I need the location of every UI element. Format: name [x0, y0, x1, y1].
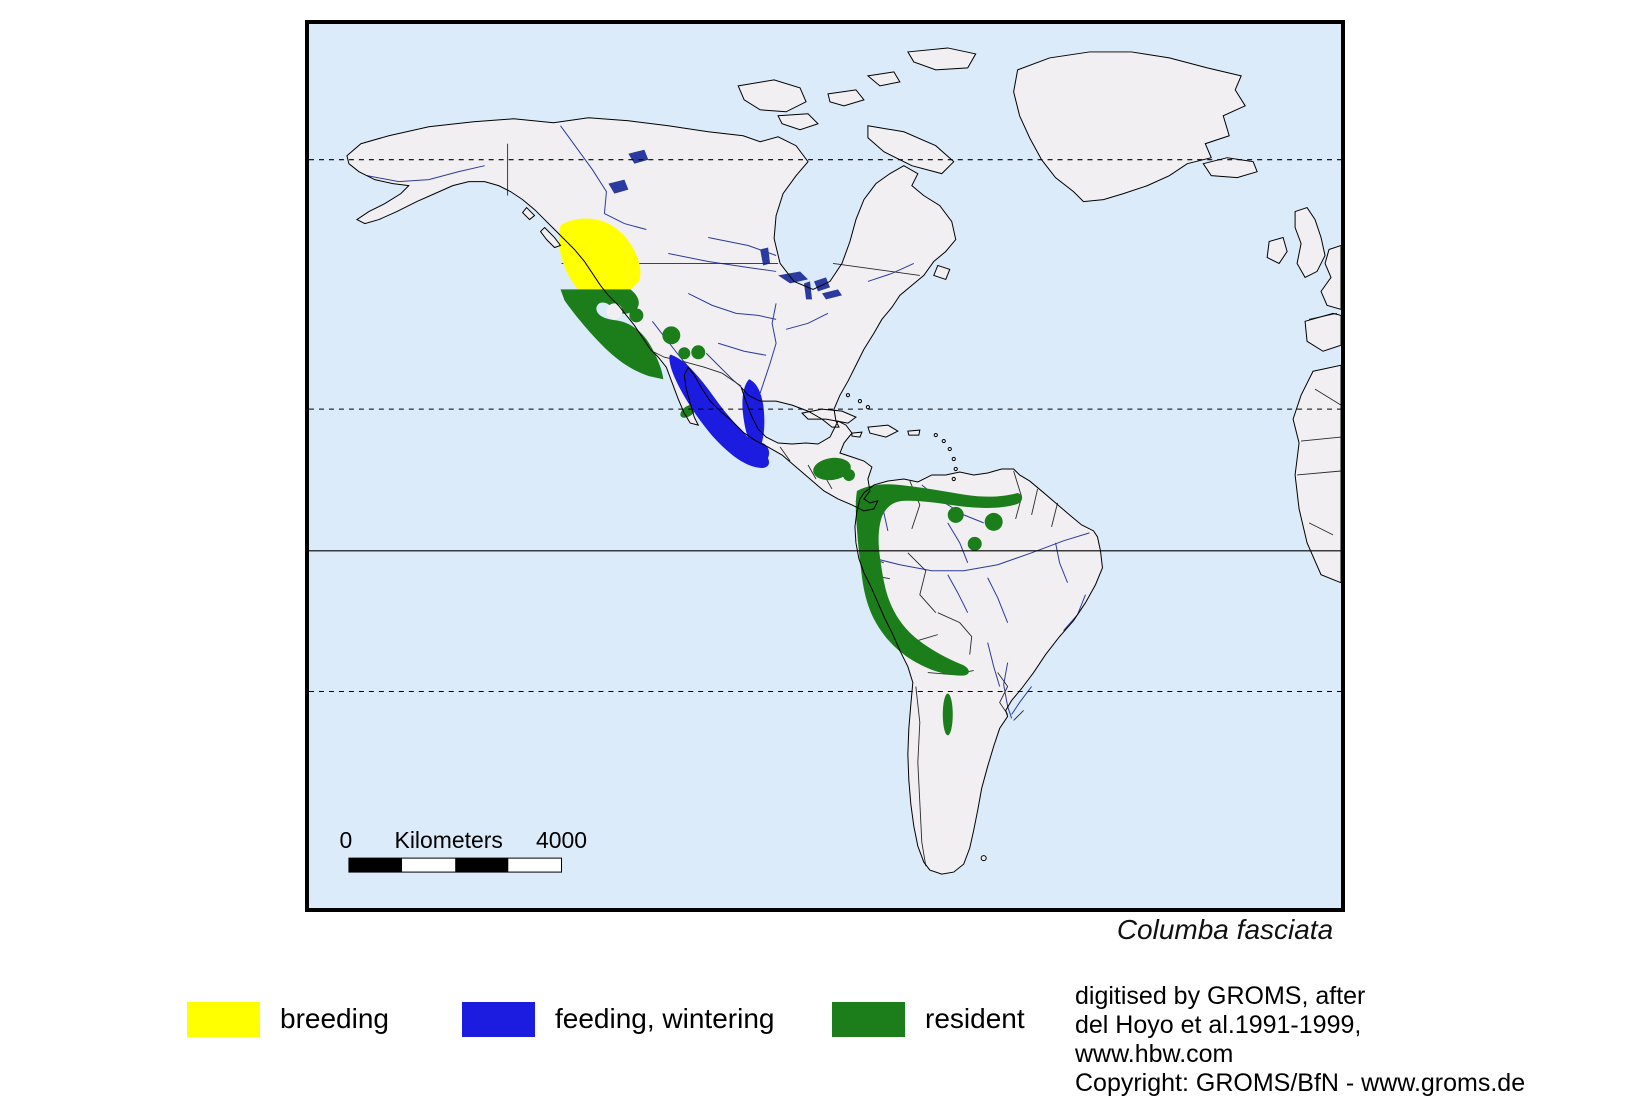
- legend-item-breeding: breeding: [187, 1000, 389, 1038]
- map-frame: 0 Kilometers 4000: [305, 20, 1345, 912]
- land-shapes: [346, 47, 1341, 875]
- scale-segment: [402, 858, 456, 873]
- rivers-and-lakes: [366, 125, 1090, 719]
- credits-line: www.hbw.com: [1075, 1040, 1234, 1068]
- credits-line: del Hoyo et al.1991-1999,: [1075, 1011, 1362, 1039]
- resident-label: resident: [925, 1003, 1025, 1034]
- legend-item-feeding-wintering: feeding, wintering: [462, 1000, 774, 1038]
- scale-zero-label: 0: [340, 827, 353, 853]
- credits-line: digitised by GROMS, after: [1075, 982, 1366, 1010]
- credits-line: Copyright: GROMS/BfN - www.groms.de: [1075, 1069, 1526, 1097]
- feeding-wintering-label: feeding, wintering: [555, 1003, 775, 1034]
- scale-unit-label: Kilometers: [395, 827, 503, 853]
- species-title: Columba fasciata: [1116, 914, 1334, 945]
- legend-item-resident: resident: [832, 1000, 1025, 1038]
- feeding-wintering-swatch: [462, 1001, 535, 1037]
- scale-bar: 0 Kilometers 4000: [340, 827, 587, 873]
- scale-segment: [348, 858, 403, 873]
- scale-segment: [508, 858, 562, 873]
- breeding-label: breeding: [280, 1003, 389, 1034]
- breeding-swatch: [187, 1001, 260, 1037]
- credits-block: digitised by GROMS, after del Hoyo et al…: [1075, 982, 1525, 1098]
- scale-segment: [455, 858, 509, 873]
- resident-swatch: [832, 1001, 905, 1037]
- scale-max-label: 4000: [536, 827, 587, 853]
- scale-bar-outline: [348, 857, 563, 873]
- breeding-region: [559, 218, 641, 290]
- graticule-lines: [309, 159, 1341, 693]
- coast-notch: [606, 303, 623, 320]
- distribution-map: 0 Kilometers 4000: [309, 47, 1341, 875]
